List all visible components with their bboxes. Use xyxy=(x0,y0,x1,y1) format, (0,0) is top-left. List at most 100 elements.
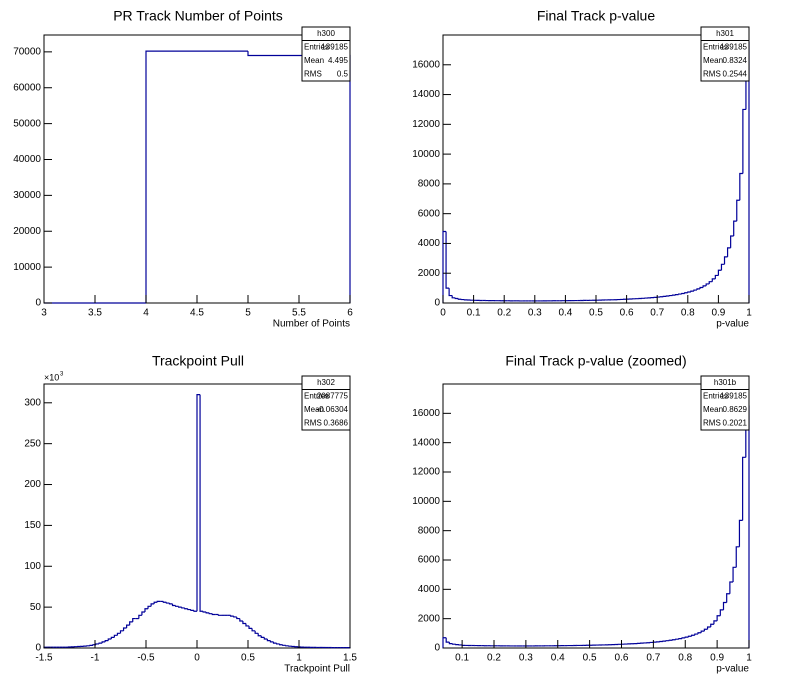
histogram-bin xyxy=(739,172,743,201)
histogram-bin xyxy=(247,51,351,303)
x-tick-label: 1 xyxy=(746,308,752,319)
histogram-bin xyxy=(138,614,142,619)
histogram-bin xyxy=(153,601,158,604)
x-tick-label: 3.5 xyxy=(88,308,102,319)
x-axis-label: p-value xyxy=(716,319,749,330)
stats-label: Mean xyxy=(304,405,324,414)
histogram-bin xyxy=(687,291,691,293)
histogram-bin xyxy=(171,603,176,607)
y-tick-label: 150 xyxy=(24,520,41,531)
histogram-bin xyxy=(272,641,277,644)
histogram-bin xyxy=(457,298,462,300)
histogram-bin xyxy=(442,637,447,648)
histogram-bin xyxy=(129,621,133,626)
histogram-bin xyxy=(254,630,259,634)
histogram-bin xyxy=(101,641,106,644)
histogram-bin xyxy=(720,263,725,271)
y-tick-label: 2000 xyxy=(418,613,441,624)
x-tick-label: 0.1 xyxy=(467,308,481,319)
y-tick-label: 4000 xyxy=(418,584,441,595)
histogram-bin xyxy=(736,199,740,222)
x-tick-label: -1.5 xyxy=(35,653,53,664)
histogram-bin xyxy=(279,643,283,646)
y-tick-label: 300 xyxy=(24,397,41,408)
stats-value: 0.3686 xyxy=(324,418,349,427)
x-tick-label: 0.4 xyxy=(551,653,565,664)
histogram-bin xyxy=(190,609,194,612)
stats-label: Entries xyxy=(703,391,728,400)
histogram-bin xyxy=(745,405,750,648)
x-tick-label: 0.8 xyxy=(681,308,695,319)
stats-value: 139185 xyxy=(321,42,348,51)
histogram-bin xyxy=(699,286,704,289)
histogram-bin xyxy=(98,642,103,644)
histogram-bin xyxy=(735,546,740,568)
x-axis-label: p-value xyxy=(716,664,749,675)
histogram-bin xyxy=(230,615,234,617)
histogram-bin xyxy=(442,230,447,303)
chart-title: PR Track Number of Points xyxy=(113,8,283,24)
y-tick-label: 8000 xyxy=(418,525,441,536)
histogram-bin xyxy=(251,628,256,632)
histogram-bin xyxy=(156,600,161,603)
histogram-bin xyxy=(217,614,222,616)
y-tick-label: 60000 xyxy=(13,82,41,93)
y-tick-label: 16000 xyxy=(412,59,440,70)
histogram-bin xyxy=(726,593,730,603)
histogram-bin xyxy=(687,635,692,638)
histogram-bin xyxy=(145,50,248,303)
y-tick-label: 6000 xyxy=(418,555,441,566)
y-tick-label: 8000 xyxy=(418,179,441,190)
stats-name: h301b xyxy=(714,378,737,387)
x-tick-label: 0.2 xyxy=(487,653,501,664)
stats-value: 4.495 xyxy=(328,56,349,65)
histogram-bin xyxy=(717,269,722,276)
x-axis-label: Number of Points xyxy=(273,319,350,330)
x-tick-label: 5 xyxy=(245,308,251,319)
stats-value: 0.8324 xyxy=(723,56,748,65)
x-tick-label: 4.5 xyxy=(190,308,204,319)
chart-title: Final Track p-value xyxy=(537,8,655,24)
x-tick-label: 0.7 xyxy=(650,308,664,319)
chart-title: Trackpoint Pull xyxy=(152,353,244,369)
y-tick-label: 10000 xyxy=(13,262,41,273)
histogram-bin xyxy=(454,297,459,300)
y-tick-label: 70000 xyxy=(13,47,41,58)
x-tick-label: 0 xyxy=(440,308,446,319)
histogram-bin xyxy=(245,623,250,627)
y-tick-label: 4000 xyxy=(418,238,441,249)
stats-label: RMS xyxy=(304,418,322,427)
histogram-bin xyxy=(266,639,271,642)
y-tick-label: 50000 xyxy=(13,118,41,129)
histogram-bin xyxy=(681,637,686,639)
histogram-bin xyxy=(269,640,274,643)
histogram-bin xyxy=(742,108,746,174)
y-tick-label: 14000 xyxy=(412,89,440,100)
histogram-bin xyxy=(260,635,265,638)
histogram-bin xyxy=(275,643,280,645)
histogram-bin xyxy=(110,636,115,640)
histogram-bin xyxy=(705,283,710,286)
histogram-bin xyxy=(165,602,170,604)
histogram-bin xyxy=(184,607,188,610)
histogram-bin xyxy=(113,634,118,638)
histogram-bin xyxy=(697,632,702,635)
stats-value: 139185 xyxy=(720,391,747,400)
x-tick-label: 0.6 xyxy=(615,653,629,664)
histogram-bin xyxy=(700,630,705,633)
histogram-bin xyxy=(181,607,185,609)
y-tick-label: 200 xyxy=(24,479,41,490)
histogram-bin xyxy=(732,566,737,582)
stats-value: 2087775 xyxy=(317,391,349,400)
y-tick-label: 50 xyxy=(30,602,42,613)
histogram-bin xyxy=(144,608,149,613)
histogram-bin xyxy=(132,617,136,622)
x-tick-label: 0.3 xyxy=(528,308,542,319)
histogram-bin xyxy=(719,609,724,616)
x-tick-label: 4 xyxy=(143,308,149,319)
histogram-bin xyxy=(681,292,685,295)
histogram-bin xyxy=(248,625,253,629)
x-tick-label: 0.3 xyxy=(519,653,533,664)
histogram-bin xyxy=(187,608,191,611)
